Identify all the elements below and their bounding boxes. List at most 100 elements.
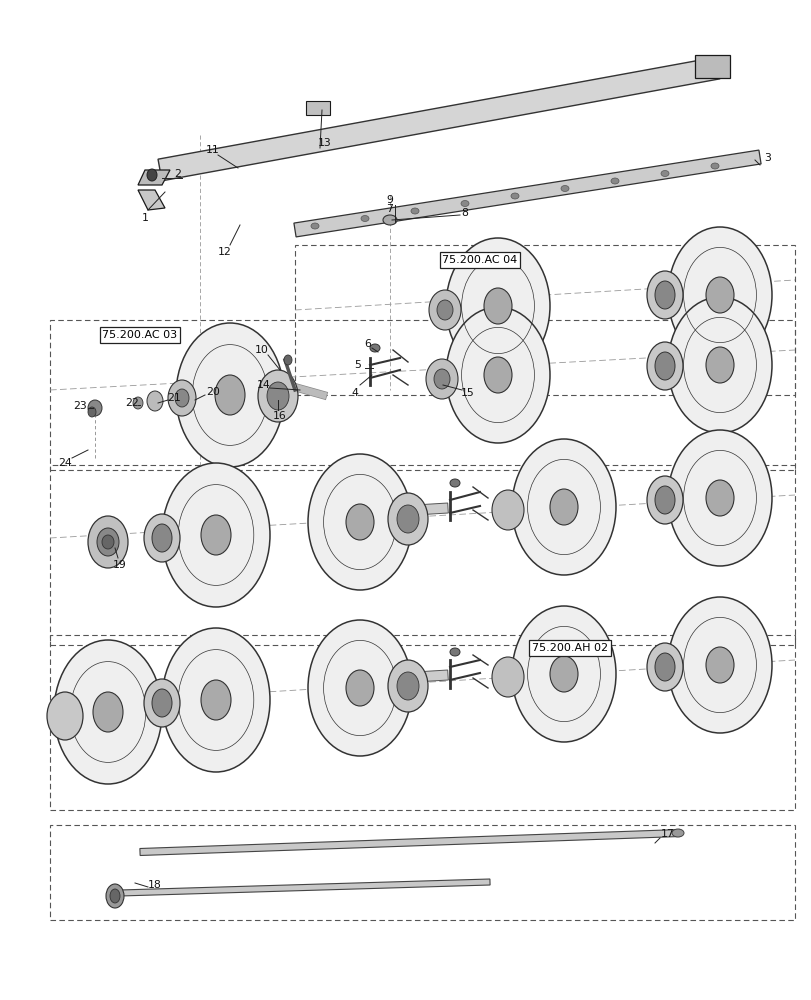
Ellipse shape: [93, 692, 122, 732]
Bar: [50, 635, 794, 810]
Ellipse shape: [144, 679, 180, 727]
Polygon shape: [138, 190, 165, 210]
Text: 19: 19: [113, 560, 127, 570]
Ellipse shape: [549, 656, 577, 692]
Ellipse shape: [267, 382, 289, 410]
Text: 5: 5: [354, 360, 361, 370]
Text: 13: 13: [318, 138, 332, 148]
Ellipse shape: [88, 516, 128, 568]
Text: 17: 17: [660, 829, 674, 839]
Ellipse shape: [483, 357, 512, 393]
Ellipse shape: [147, 391, 163, 411]
Ellipse shape: [97, 528, 119, 556]
Text: 16: 16: [272, 411, 286, 421]
Ellipse shape: [307, 454, 411, 590]
Text: 75.200.AH 02: 75.200.AH 02: [531, 643, 607, 653]
Text: 22: 22: [125, 398, 139, 408]
Text: 14: 14: [257, 380, 271, 390]
Text: 9: 9: [386, 195, 393, 205]
Ellipse shape: [436, 300, 453, 320]
Ellipse shape: [258, 370, 298, 422]
Ellipse shape: [307, 620, 411, 756]
Text: 10: 10: [255, 345, 268, 355]
Bar: [50, 320, 794, 470]
Ellipse shape: [667, 227, 771, 363]
Text: 11: 11: [206, 145, 220, 155]
Text: 75.200.AC 03: 75.200.AC 03: [102, 330, 178, 340]
Text: 8: 8: [461, 208, 468, 218]
Ellipse shape: [449, 648, 460, 656]
Ellipse shape: [672, 829, 683, 837]
Ellipse shape: [426, 359, 457, 399]
Ellipse shape: [445, 238, 549, 374]
Polygon shape: [139, 830, 680, 855]
Ellipse shape: [667, 597, 771, 733]
Ellipse shape: [705, 480, 733, 516]
Ellipse shape: [47, 692, 83, 740]
Ellipse shape: [345, 504, 374, 540]
Text: 24: 24: [58, 458, 72, 468]
Ellipse shape: [361, 216, 368, 222]
Text: 23: 23: [73, 401, 87, 411]
Polygon shape: [694, 55, 729, 78]
Ellipse shape: [491, 490, 523, 530]
Text: 15: 15: [461, 388, 474, 398]
Ellipse shape: [410, 208, 418, 214]
Ellipse shape: [654, 486, 674, 514]
Ellipse shape: [705, 277, 733, 313]
Ellipse shape: [88, 400, 102, 416]
Ellipse shape: [370, 344, 380, 352]
Ellipse shape: [560, 186, 569, 192]
Ellipse shape: [610, 178, 618, 184]
Ellipse shape: [175, 389, 189, 407]
Ellipse shape: [667, 430, 771, 566]
Ellipse shape: [512, 606, 616, 742]
Ellipse shape: [710, 163, 718, 169]
Ellipse shape: [162, 463, 270, 607]
Ellipse shape: [491, 657, 523, 697]
Ellipse shape: [168, 380, 195, 416]
Ellipse shape: [88, 407, 96, 417]
Ellipse shape: [397, 672, 418, 700]
Text: 2: 2: [174, 169, 181, 179]
Ellipse shape: [646, 476, 682, 524]
Ellipse shape: [646, 271, 682, 319]
Ellipse shape: [152, 524, 172, 552]
Text: 4: 4: [351, 388, 358, 398]
Text: 21: 21: [167, 393, 181, 403]
Polygon shape: [138, 170, 169, 185]
Ellipse shape: [162, 628, 270, 772]
Text: 18: 18: [148, 880, 161, 890]
Ellipse shape: [646, 643, 682, 691]
Bar: [306, 101, 329, 115]
Polygon shape: [414, 503, 448, 515]
Text: 7: 7: [386, 204, 393, 214]
Ellipse shape: [345, 670, 374, 706]
Ellipse shape: [449, 479, 460, 487]
Text: 6: 6: [364, 339, 371, 349]
Text: 75.200.AC 04: 75.200.AC 04: [442, 255, 517, 265]
Ellipse shape: [383, 215, 397, 225]
Ellipse shape: [284, 355, 292, 365]
Polygon shape: [294, 150, 760, 237]
Ellipse shape: [667, 297, 771, 433]
Ellipse shape: [654, 352, 674, 380]
Ellipse shape: [201, 680, 230, 720]
Ellipse shape: [388, 493, 427, 545]
Ellipse shape: [215, 375, 245, 415]
Text: 3: 3: [764, 153, 770, 163]
Ellipse shape: [388, 660, 427, 712]
Ellipse shape: [549, 489, 577, 525]
Ellipse shape: [54, 640, 162, 784]
Ellipse shape: [106, 884, 124, 908]
Ellipse shape: [705, 647, 733, 683]
Ellipse shape: [445, 307, 549, 443]
Polygon shape: [120, 879, 490, 896]
Bar: [294, 245, 794, 395]
Ellipse shape: [133, 397, 143, 409]
Ellipse shape: [483, 288, 512, 324]
Ellipse shape: [397, 505, 418, 533]
Ellipse shape: [461, 200, 469, 207]
Bar: [50, 825, 794, 920]
Ellipse shape: [654, 653, 674, 681]
